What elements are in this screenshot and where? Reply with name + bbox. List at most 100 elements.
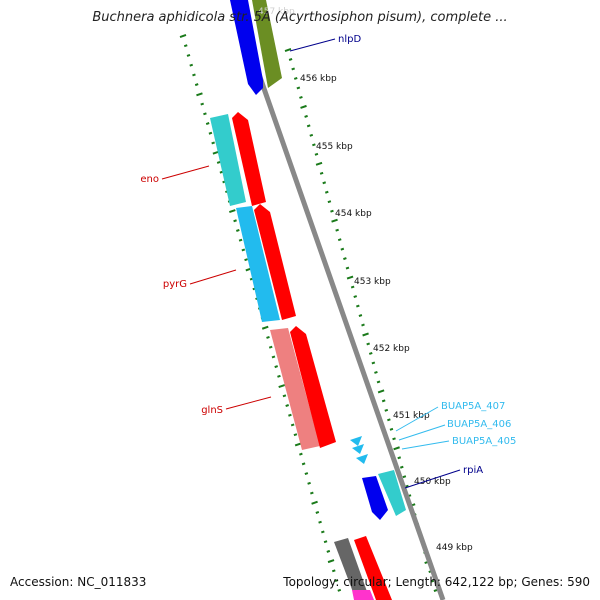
inner-tick-mark: [179, 34, 187, 38]
inner-tick-mark: [311, 500, 318, 505]
inner-tick-mark: [186, 53, 191, 57]
outer-tick-mark: [350, 285, 355, 289]
inner-tick-mark: [194, 83, 199, 87]
inner-tick-mark: [337, 588, 342, 592]
outer-tick-band: [284, 48, 438, 592]
gene-eno-red[interactable]: [232, 112, 266, 206]
leader-line-BUAP5A_406: [398, 424, 446, 441]
outer-tick-mark: [293, 76, 298, 80]
gene-glnS-red[interactable]: [290, 326, 336, 448]
map-title: Buchnera aphidicola str. 5A (Acyrthosiph…: [92, 10, 508, 25]
outer-tick-mark: [284, 48, 292, 52]
gene-magenta-bottom[interactable]: [352, 590, 374, 600]
outer-tick-mark: [381, 399, 386, 403]
gene-label-eno[interactable]: eno: [140, 174, 159, 185]
inner-tick-mark: [244, 258, 248, 262]
outer-tick-mark: [296, 86, 301, 90]
genome-backbone: [230, 0, 446, 600]
inner-tick-mark: [189, 63, 194, 67]
gene-label-rpiA[interactable]: rpiA: [463, 465, 483, 476]
inner-tick-mark: [320, 530, 325, 534]
outer-tick-mark: [433, 589, 438, 592]
gene-label-pyrG[interactable]: pyrG: [163, 279, 187, 290]
outer-tick-mark: [312, 143, 316, 147]
outer-tick-mark: [366, 342, 370, 346]
outer-tick-mark: [393, 446, 400, 451]
gene-pyrG-red[interactable]: [254, 204, 296, 320]
inner-tick-mark: [294, 442, 302, 447]
outer-tick-mark: [331, 218, 338, 223]
inner-tick-mark: [192, 73, 196, 77]
gene-BUAP5A_405-mark[interactable]: [356, 454, 368, 464]
inner-tick-mark: [299, 452, 303, 456]
gene-glnS-salmon[interactable]: [270, 328, 320, 450]
inner-tick-mark: [304, 472, 309, 476]
gene-gray-bottom[interactable]: [334, 538, 370, 600]
inner-tick-mark: [334, 579, 339, 583]
inner-tick-mark: [331, 569, 336, 573]
outer-tick-mark: [361, 323, 365, 327]
inner-tick-mark: [274, 365, 279, 369]
tick-label-455kbp: 455 kbp: [316, 142, 353, 152]
inner-tick-mark: [327, 559, 335, 564]
outer-tick-mark: [377, 389, 385, 394]
gene-label-BUAP5A_407[interactable]: BUAP5A_407: [441, 401, 505, 412]
inner-tick-mark: [266, 335, 270, 339]
gene-eno-cyan[interactable]: [210, 114, 246, 206]
inner-tick-mark: [323, 540, 328, 544]
outer-tick-mark: [358, 314, 363, 317]
gene-label-glnS[interactable]: glnS: [201, 405, 223, 416]
inner-tick-band: [179, 34, 342, 592]
outer-tick-mark: [322, 181, 327, 185]
gene-label-BUAP5A_405[interactable]: BUAP5A_405: [452, 436, 516, 447]
outer-tick-mark: [340, 247, 345, 251]
inner-tick-mark: [216, 160, 221, 164]
outer-tick-mark: [397, 456, 402, 460]
inner-tick-mark: [288, 413, 292, 417]
outer-tick-mark: [371, 361, 376, 365]
tick-label-451kbp: 451 kbp: [393, 411, 430, 421]
leader-line-BUAP5A_407: [395, 406, 439, 432]
inner-tick-mark: [293, 433, 298, 437]
gene-BUAP5A_407-mark[interactable]: [350, 436, 362, 446]
outer-tick-mark: [300, 104, 307, 109]
outer-tick-mark: [402, 475, 407, 479]
gene-arrow-olive-nlpD[interactable]: [252, 0, 282, 88]
leader-line-pyrG: [189, 269, 237, 285]
gene-label-nlpD[interactable]: nlpD: [338, 34, 361, 45]
outer-tick-mark: [389, 427, 394, 431]
gene-red-bottom[interactable]: [354, 536, 392, 600]
gene-BUAP5A_406-mark[interactable]: [352, 444, 364, 454]
inner-tick-mark: [315, 511, 320, 514]
gene-rpiA-cyan[interactable]: [378, 470, 406, 516]
inner-tick-mark: [282, 394, 287, 398]
outer-tick-mark: [288, 58, 293, 61]
inner-tick-mark: [285, 404, 289, 407]
tick-label-456kbp: 456 kbp: [300, 74, 337, 84]
inner-tick-mark: [208, 131, 213, 135]
inner-tick-mark: [278, 384, 286, 389]
outer-tick-mark: [387, 418, 391, 422]
inner-tick-mark: [271, 355, 276, 359]
outer-tick-mark: [368, 351, 373, 355]
leader-line-glnS: [225, 396, 272, 410]
outer-tick-mark: [327, 200, 332, 204]
tick-label-452kbp: 452 kbp: [373, 344, 410, 354]
inner-tick-mark: [183, 44, 188, 48]
inner-tick-mark: [310, 491, 314, 495]
gene-arrow-blue-top[interactable]: [230, 0, 263, 95]
inner-tick-mark: [301, 462, 306, 466]
gene-blue-near-rpiA[interactable]: [362, 476, 388, 520]
tick-label-454kbp: 454 kbp: [335, 209, 372, 219]
outer-tick-mark: [314, 152, 319, 156]
gene-label-BUAP5A_406[interactable]: BUAP5A_406: [447, 419, 511, 430]
gene-pyrG-sky[interactable]: [236, 206, 280, 322]
inner-tick-mark: [236, 229, 240, 232]
inner-tick-mark: [307, 481, 311, 485]
inner-tick-mark: [196, 92, 203, 97]
accession-text: Accession: NC_011833: [10, 575, 147, 589]
outer-tick-mark: [405, 484, 409, 488]
outer-tick-mark: [356, 304, 360, 308]
topology-text: Topology: circular; Length: 642,122 bp; …: [283, 575, 590, 589]
